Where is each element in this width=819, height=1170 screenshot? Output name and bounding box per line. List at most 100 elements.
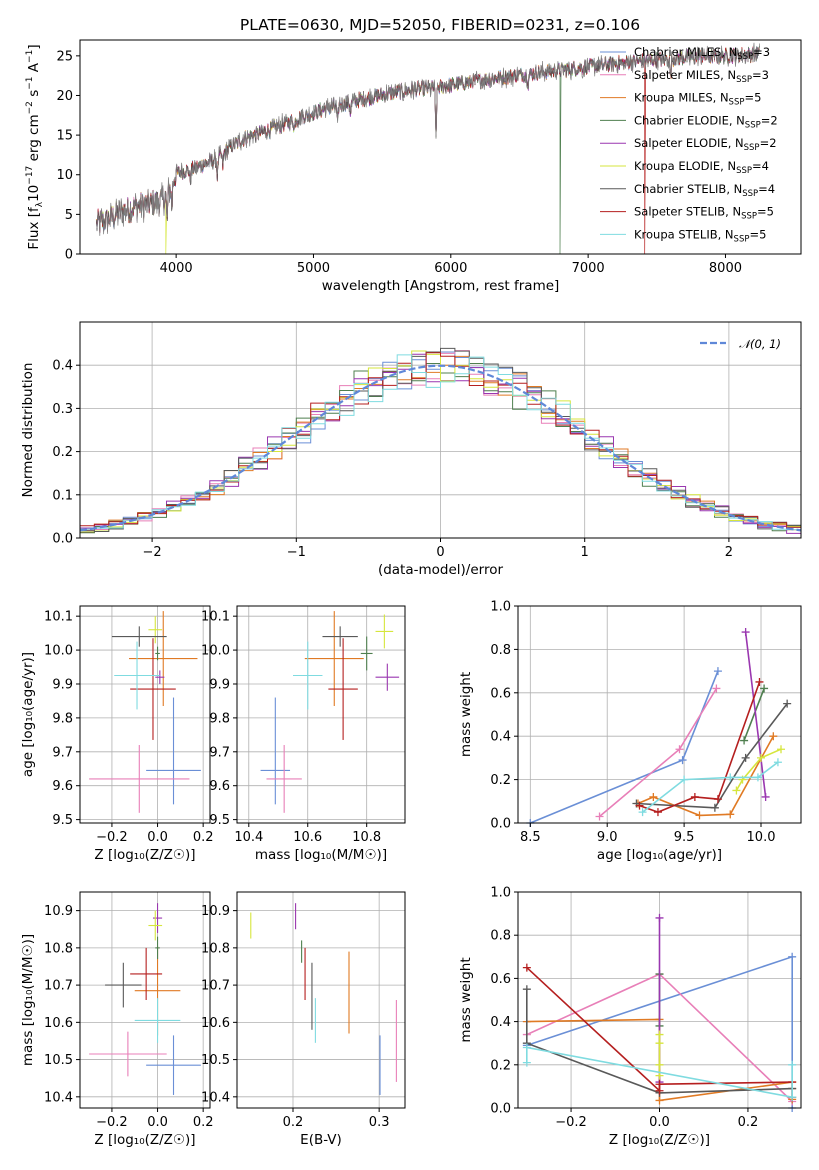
legend-label-kroupa_elodie: Kroupa ELODIE, NSSP=4: [634, 159, 769, 176]
weight_vs_age-frame: [517, 605, 802, 824]
weight_vs_age-marker-salpeter_stelib: [635, 801, 644, 810]
weight_vs_age-marker-kroupa_miles: [649, 792, 658, 801]
age_vs_Z-ytick-label: 9.9: [52, 677, 73, 692]
residuals-ytick-label: 0.2: [52, 445, 73, 460]
weight_vs_age-marker-kroupa_elodie: [757, 753, 766, 762]
weight_vs_age-ytick-label: 1.0: [490, 600, 511, 615]
mass_vs_Z-xtick-label: 0.2: [193, 1115, 214, 1130]
legend-label-salpeter_miles: Salpeter MILES, NSSP=3: [634, 68, 769, 85]
weight_vs_age-marker-salpeter_miles: [712, 684, 721, 693]
mass_vs_ebv-ytick-label: 10.6: [201, 1016, 230, 1031]
weight_vs_Z-ytick-label: 0.8: [490, 929, 511, 944]
spectrum-xlabel: wavelength [Angstrom, rest frame]: [322, 278, 560, 294]
mass_vs_Z-ytick-label: 10.5: [44, 1053, 73, 1068]
legend-subscript: SSP: [742, 189, 758, 199]
weight_vs_Z-xlabel: Z [log₁₀(Z/Z☉)]: [609, 1132, 710, 1148]
legend-text: Salpeter MILES, N: [634, 68, 736, 82]
residual-legend-label: 𝒩(0, 1): [739, 337, 781, 351]
weight_vs_Z-series-chabrier_stelib: [525, 989, 793, 1094]
weight_vs_Z-marker-chabrier_miles: [788, 952, 797, 961]
weight_vs_age-series-salpeter_elodie: [744, 631, 767, 798]
weight_vs_age-marker-salpeter_stelib: [713, 795, 722, 804]
spectrum-observed: [96, 42, 760, 236]
residuals-ytick-label: 0.4: [52, 359, 73, 374]
spectrum-ylabel-part: A: [26, 62, 42, 76]
legend-text: Salpeter ELODIE, N: [634, 136, 744, 150]
legend-subscript: SSP: [744, 143, 760, 153]
legend-label-kroupa_stelib: Kroupa STELIB, NSSP=5: [634, 227, 766, 244]
weight_vs_age-marker-kroupa_miles: [695, 811, 704, 820]
age_vs_mass-frame: [236, 605, 406, 824]
weight_vs_Z-marker-kroupa_stelib: [522, 1058, 531, 1067]
age_vs_Z-frame: [79, 605, 211, 824]
weight_vs_age-marker-kroupa_stelib: [773, 758, 782, 767]
weight_vs_Z-marker-kroupa_stelib: [788, 1060, 797, 1069]
mass_vs_ebv-xlabel: E(B-V): [300, 1132, 342, 1148]
weight_vs_Z-xtick-label: −0.2: [555, 1115, 587, 1130]
weight_vs_age-ytick-label: 0.6: [490, 686, 511, 701]
legend-count: =4: [752, 159, 769, 173]
spectrum-xtick-label: 7000: [572, 261, 605, 276]
weight_vs_age-marker-kroupa_elodie: [777, 745, 786, 754]
mass_vs_ebv-ytick-label: 10.8: [201, 941, 230, 956]
weight_vs_Z-ytick-label: 0.4: [490, 1015, 511, 1030]
residuals-xtick-label: −2: [143, 545, 162, 560]
residuals-xlabel: (data-model)/error: [378, 562, 504, 578]
mass_vs_ebv-ytick-label: 10.9: [201, 904, 230, 919]
age_vs_mass-ytick-label: 9.5: [209, 813, 230, 828]
age_vs_mass-ytick-label: 10.1: [201, 610, 230, 625]
spectrum-ytick-label: 10: [56, 168, 73, 183]
legend-subscript: SSP: [741, 212, 757, 222]
weight_vs_Z-ytick-label: 0.2: [490, 1058, 511, 1073]
weight_vs_age-xtick-label: 9.5: [674, 830, 695, 845]
weight_vs_age-xtick-label: 10.0: [747, 830, 776, 845]
weight_vs_age-ylabel: mass weight: [458, 672, 474, 757]
spectrum-ylabel-part: s: [26, 90, 42, 101]
weight_vs_age-series-chabrier_elodie: [743, 688, 765, 741]
weight_vs_age-marker-kroupa_miles: [726, 810, 735, 819]
residuals-xtick-label: 2: [725, 545, 733, 560]
age_vs_mass-ytick-label: 9.8: [209, 711, 230, 726]
mass_vs_ebv-ytick-label: 10.4: [201, 1090, 230, 1105]
weight_vs_Z-frame: [517, 891, 802, 1109]
weight_vs_age-marker-kroupa_miles: [769, 732, 778, 741]
mass_vs_ebv-frame: [236, 891, 406, 1109]
age_vs_mass-xlabel: mass [log₁₀(M/M☉)]: [255, 847, 387, 863]
weight_vs_Z-ytick-label: 1.0: [490, 886, 511, 901]
residuals-xtick-label: 0: [436, 545, 444, 560]
legend-subscript: SSP: [729, 98, 745, 108]
weight_vs_age-ytick-label: 0.0: [490, 817, 511, 832]
legend-count: =4: [758, 182, 775, 196]
weight_vs_age-marker-kroupa_stelib: [680, 775, 689, 784]
legend-subscript: SSP: [736, 75, 752, 85]
weight_vs_age-marker-chabrier_miles: [713, 667, 722, 676]
data-layer: [79, 42, 802, 1112]
weight_vs_age-xtick-label: 9.0: [597, 830, 618, 845]
spectrum-ylabel-part: −17: [25, 166, 35, 185]
legend-subscript: SSP: [745, 120, 761, 130]
weight_vs_age-marker-kroupa_elodie: [732, 786, 741, 795]
gaussian-reference-curve: [79, 364, 802, 532]
residuals-ytick-label: 0.3: [52, 402, 73, 417]
weight_vs_Z-marker-kroupa_elodie: [655, 1030, 664, 1039]
residuals-ylabel: Normed distribution: [20, 363, 36, 498]
weight_vs_age-marker-chabrier_stelib: [783, 699, 792, 708]
spectrum-ytick-label: 15: [56, 129, 73, 144]
legend-text: Salpeter STELIB, N: [634, 205, 741, 219]
spectrum-ylabel-part: ]: [26, 44, 42, 49]
age_vs_mass-xtick-label: 10.8: [352, 830, 381, 845]
weight_vs_age-xtick-label: 8.5: [520, 830, 541, 845]
weight_vs_age-marker-chabrier_elodie: [740, 736, 749, 745]
legend-text: Chabrier MILES, N: [634, 45, 737, 59]
legend-label-chabrier_stelib: Chabrier STELIB, NSSP=4: [634, 182, 775, 199]
residuals-frame: [79, 321, 802, 539]
weight_vs_Z-series-kroupa_stelib: [525, 1046, 794, 1099]
spectrum-ylabel-part: −1: [25, 76, 35, 89]
mass_vs_ebv-ytick-label: 10.7: [201, 979, 230, 994]
legend-text: Kroupa MILES, N: [634, 91, 729, 105]
legend-text: Kroupa STELIB, N: [634, 227, 734, 241]
mass_vs_Z-ytick-label: 10.8: [44, 941, 73, 956]
mass_vs_Z-ytick-label: 10.6: [44, 1016, 73, 1031]
weight_vs_age-marker-chabrier_elodie: [760, 684, 769, 693]
spectrum-ylabel-part: erg cm: [26, 114, 42, 165]
